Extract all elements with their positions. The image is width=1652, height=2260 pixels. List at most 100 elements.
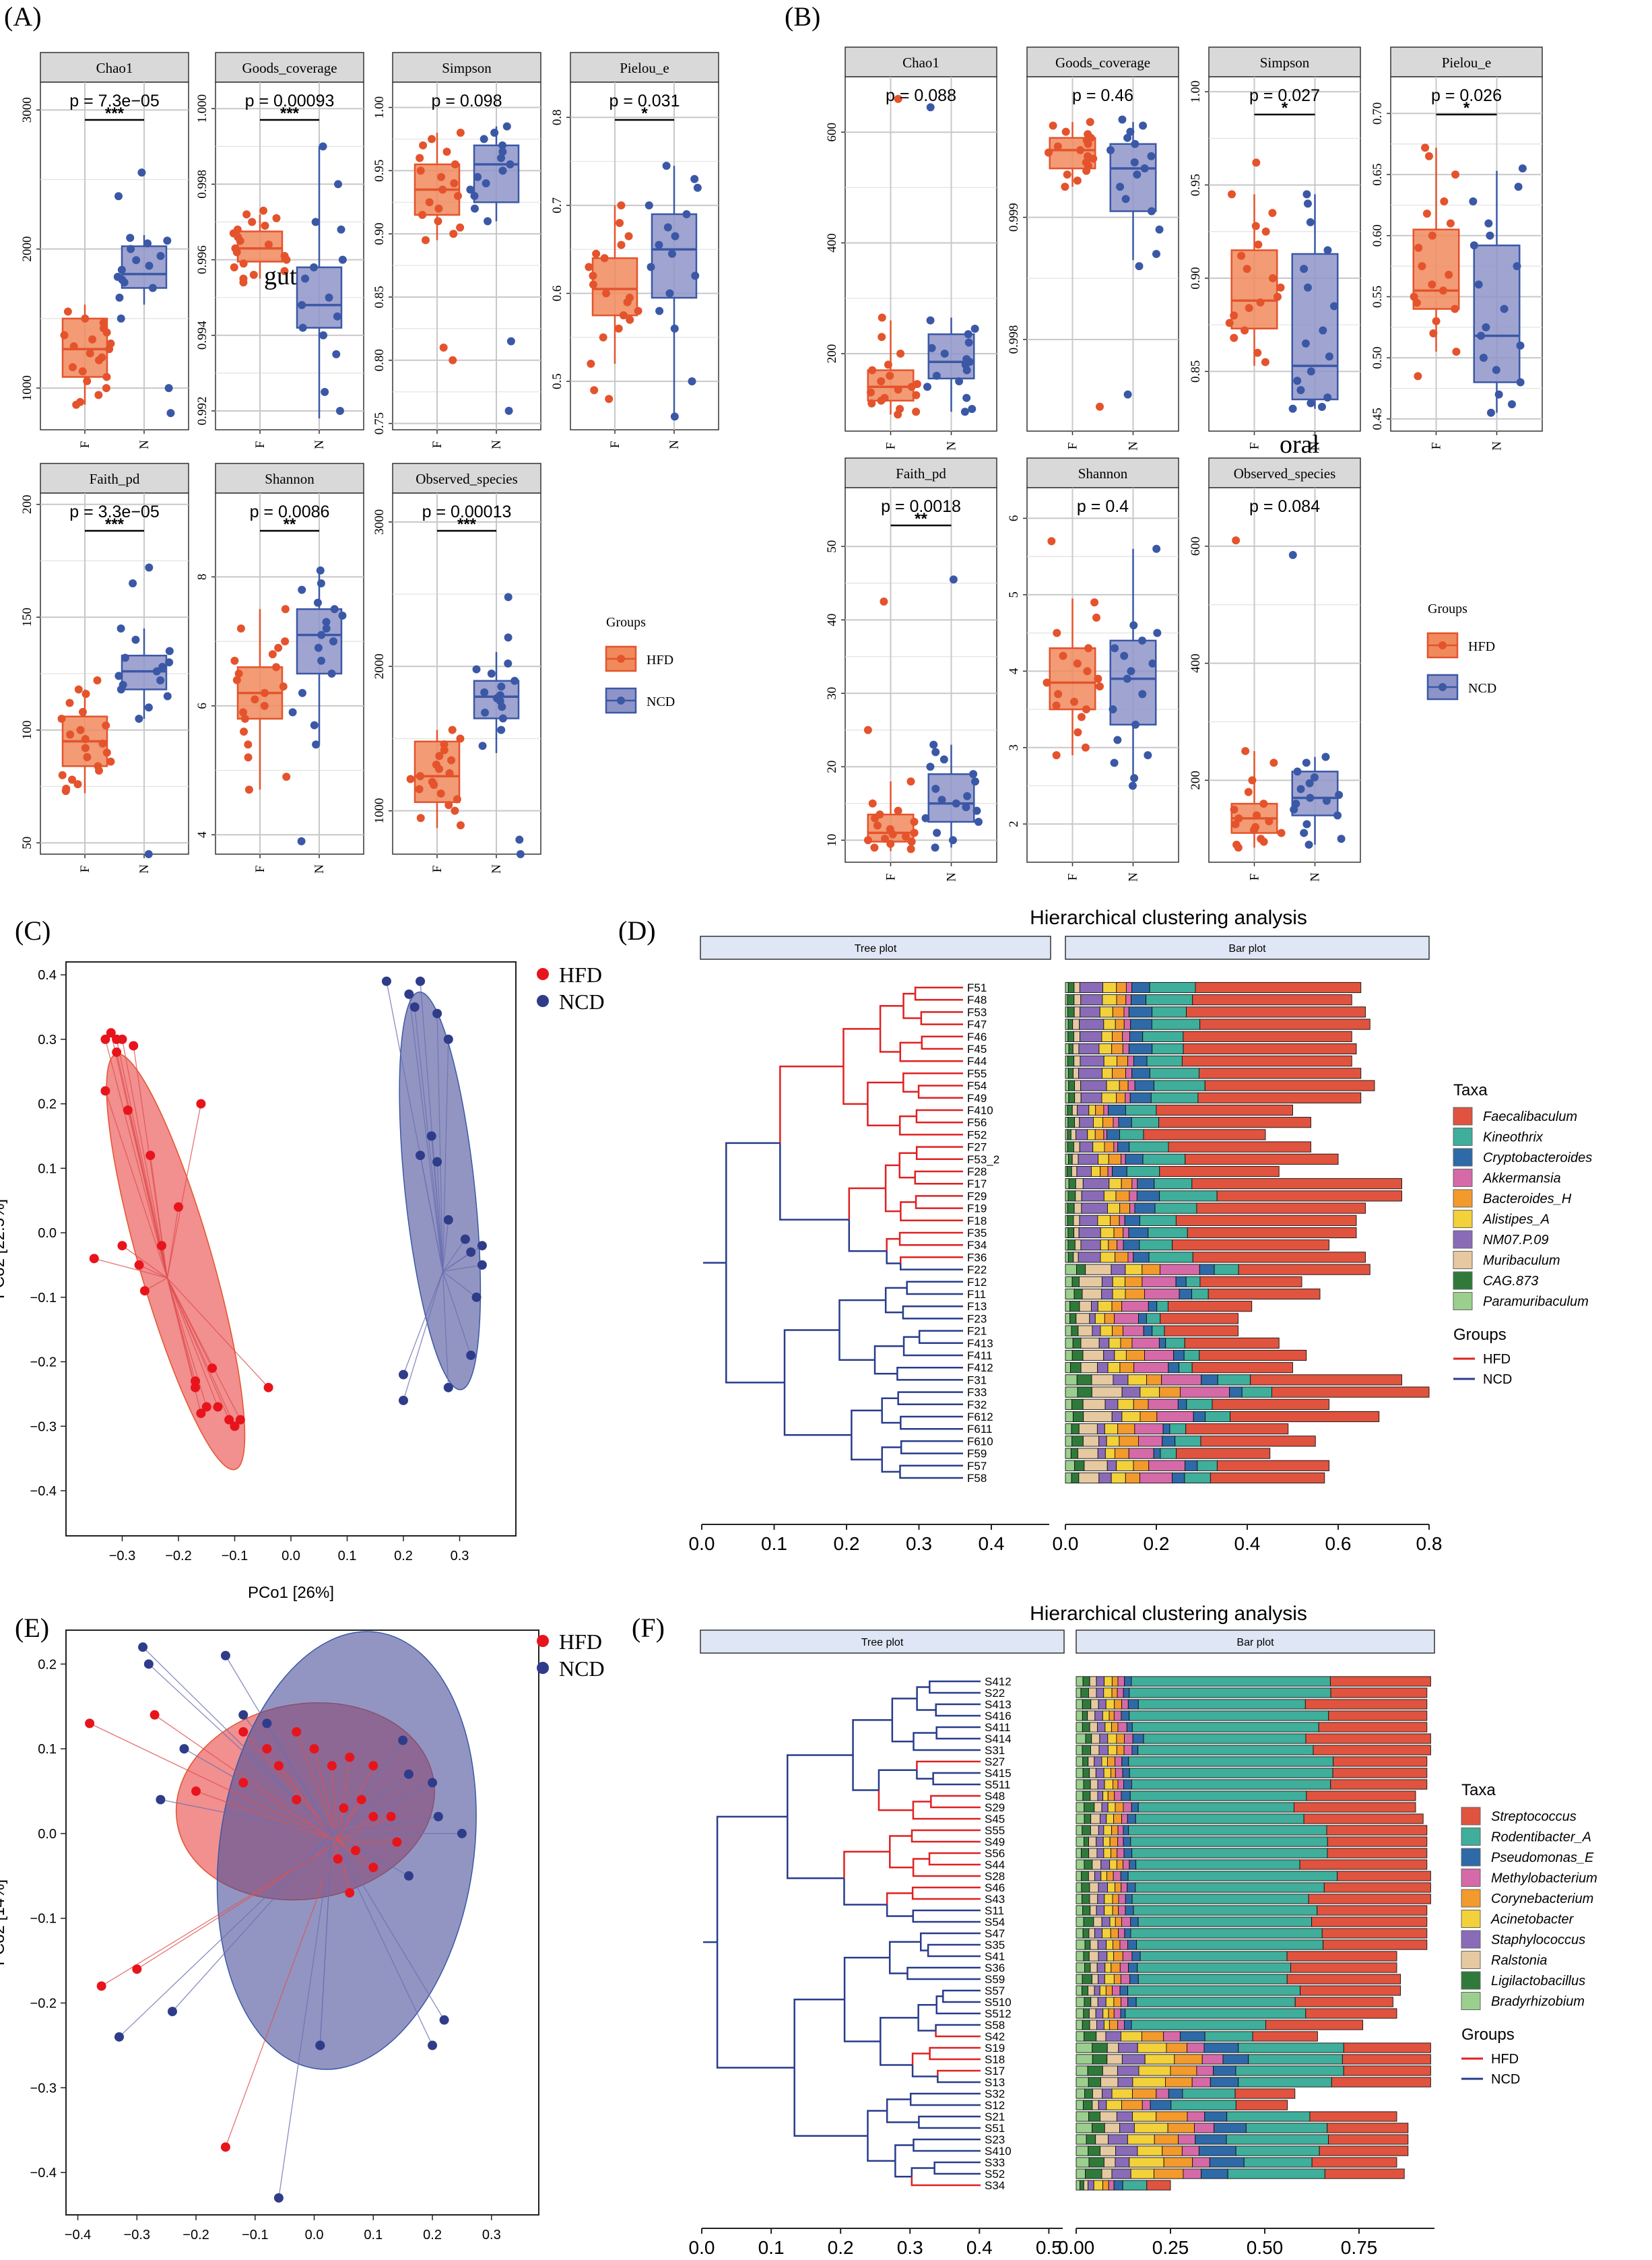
bar-segment-akkermansia xyxy=(1121,1301,1149,1312)
data-point xyxy=(322,618,331,626)
groups-legend-label: HFD xyxy=(1483,1352,1511,1367)
tree-branch xyxy=(911,1893,981,1900)
spider-line xyxy=(166,1277,241,1420)
data-point xyxy=(1089,154,1098,163)
data-point xyxy=(117,314,125,323)
data-point xyxy=(589,271,597,280)
bar-segment-methylobacterium xyxy=(1191,2077,1211,2088)
bar-segment-rodentibacter-a xyxy=(1243,2157,1313,2168)
stacked-bar-s58 xyxy=(1076,2020,1364,2030)
sample-label: S413 xyxy=(985,1698,1012,1711)
bar-segment-alistipes-a xyxy=(1112,1276,1125,1287)
box-ncd xyxy=(288,566,347,845)
data-point xyxy=(272,214,281,222)
data-point xyxy=(1106,146,1115,154)
sample-label: S13 xyxy=(985,2076,1005,2089)
bar-segment-nm07-p-09 xyxy=(1082,1178,1110,1190)
sample-label: S415 xyxy=(985,1767,1012,1780)
data-point xyxy=(1073,176,1082,185)
bar-segment-ligilactobacillus xyxy=(1083,1951,1090,1962)
tree-branch xyxy=(886,1251,901,1264)
data-point-hfd xyxy=(196,1409,206,1419)
spider-line xyxy=(436,1013,444,1272)
bar-segment-staphylococcus xyxy=(1105,2031,1121,2042)
bar-segment-cryptobacteroides xyxy=(1128,1227,1149,1239)
bar-segment-alistipes-a xyxy=(1117,1398,1134,1410)
y-tick-label: 0.4 xyxy=(38,968,57,983)
dendro-title-d: Hierarchical clustering analysis xyxy=(1030,907,1307,929)
bar-segment-bacteroides-h xyxy=(1100,1165,1109,1177)
data-point xyxy=(114,192,123,201)
data-point-ncd xyxy=(404,989,414,999)
sample-label: F52 xyxy=(967,1128,987,1141)
data-point xyxy=(1063,170,1071,179)
data-point xyxy=(240,728,249,736)
data-point xyxy=(1293,767,1302,776)
tree-branch xyxy=(935,1710,981,1717)
y-tick-label: 1.000 xyxy=(195,94,209,123)
data-point-hfd xyxy=(263,1382,273,1392)
p-value: p = 0.0086 xyxy=(250,503,330,521)
data-point xyxy=(948,836,957,845)
bar-segment-rodentibacter-a xyxy=(1128,1825,1327,1836)
panel-label-e: (E) xyxy=(15,1613,49,1643)
legend-label: HFD xyxy=(559,1629,602,1654)
spider-line xyxy=(442,1264,483,1272)
data-point-hfd xyxy=(123,1105,133,1116)
sample-label: F413 xyxy=(967,1337,993,1350)
data-point xyxy=(655,306,664,315)
data-point xyxy=(1276,283,1285,292)
tree-branch xyxy=(915,1146,963,1153)
data-point xyxy=(1129,621,1138,630)
data-point xyxy=(445,769,454,777)
y-tick-label: 0.6 xyxy=(550,286,564,302)
data-point-hfd xyxy=(145,1151,156,1161)
significance-stars: * xyxy=(641,104,648,123)
bar-segment-akkermansia xyxy=(1103,1129,1107,1140)
data-point xyxy=(102,721,110,730)
bar-segment-staphylococcus xyxy=(1098,1974,1105,1984)
spider-line xyxy=(442,1271,471,1356)
tree-branch xyxy=(915,1202,963,1209)
taxa-label: Pseudomonas_E xyxy=(1491,1850,1594,1865)
data-point xyxy=(1084,644,1093,653)
data-point xyxy=(152,667,161,676)
data-point xyxy=(1507,400,1516,409)
bar-segment-nm07-p-09 xyxy=(1076,1129,1088,1140)
data-point-hfd xyxy=(117,1034,127,1044)
bar-segment-cag-873 xyxy=(1077,1386,1092,1398)
data-point xyxy=(1305,779,1314,787)
data-point-hfd xyxy=(156,1241,166,1251)
bar-segment-faecalibaculum xyxy=(1192,994,1352,1006)
sample-label: S55 xyxy=(985,1824,1005,1837)
bar-segment-acinetobacter xyxy=(1106,1951,1115,1962)
tree-axis-label: 0.4 xyxy=(979,1533,1005,1554)
tree-branch xyxy=(935,1995,944,2005)
p-value: p = 0.0018 xyxy=(881,497,961,516)
sample-label: S27 xyxy=(985,1755,1005,1768)
stacked-bar-f29 xyxy=(1065,1190,1402,1202)
tree-branch xyxy=(867,1081,904,1104)
tree-branch xyxy=(917,2004,937,2018)
data-point xyxy=(57,715,66,723)
bar-segment-streptococcus xyxy=(1343,2065,1431,2076)
facet-title: Pielou_e xyxy=(1442,55,1492,71)
bar-segment-ralstonia xyxy=(1093,1916,1102,1927)
data-point-ncd xyxy=(433,1811,443,1821)
data-point xyxy=(1429,329,1438,337)
sample-label: F53_2 xyxy=(967,1153,999,1166)
data-point xyxy=(1253,811,1261,820)
tree-branch xyxy=(886,2098,911,2111)
stacked-bar-s45 xyxy=(1076,1813,1424,1824)
bar-segment-nm07-p-09 xyxy=(1080,1031,1102,1042)
data-point-hfd xyxy=(139,1286,150,1296)
data-point xyxy=(1445,270,1453,279)
bar-segment-muribaculum xyxy=(1080,1337,1100,1349)
bar-axis-label: 0.0 xyxy=(1053,1533,1079,1554)
box-ncd xyxy=(1288,190,1339,413)
tree-branch xyxy=(911,2053,930,2065)
data-point xyxy=(1076,146,1085,154)
bar-segment-ligilactobacillus xyxy=(1085,2168,1102,2179)
data-point-hfd xyxy=(112,1047,122,1058)
spider-line xyxy=(431,1136,444,1272)
